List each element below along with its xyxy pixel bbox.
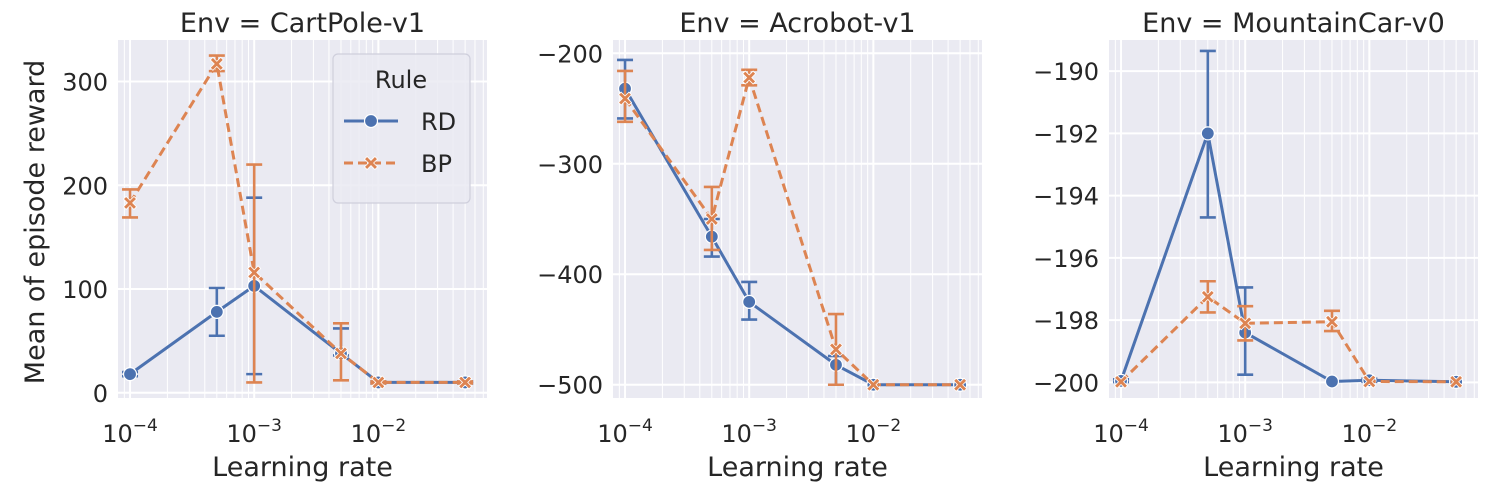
plot-area <box>1109 40 1478 398</box>
y-tick-label: −300 <box>537 151 603 179</box>
legend-marker-rd <box>363 113 379 129</box>
data-point-bp <box>617 91 633 106</box>
data-point-bp <box>333 346 349 361</box>
legend-label-bp: BP <box>421 150 452 178</box>
data-point-bp <box>209 56 224 71</box>
x-tick-label: 10−4 <box>597 416 653 448</box>
panel-title: Env = Acrobot-v1 <box>679 8 915 39</box>
x-axis-label: Learning rate <box>707 452 888 483</box>
y-tick-label: −190 <box>1033 58 1099 86</box>
y-tick-label: 0 <box>93 380 108 408</box>
series-line-bp <box>1119 295 1457 384</box>
chart-panel-3: Env = MountainCar-v0 −200 −198 −196 −194 −192… <box>1033 8 1478 483</box>
panel-title: Env = CartPole-v1 <box>180 8 425 39</box>
data-point-bp <box>1324 314 1340 329</box>
chart-panel-1: Env = CartPole-v1 0 100 200 300 10−4 10−3 10−2 L… <box>62 8 487 483</box>
data-point-bp <box>742 70 757 85</box>
y-tick-label: −200 <box>537 40 603 68</box>
data-point-bp <box>1113 374 1129 389</box>
y-tick-label: −192 <box>1033 120 1099 148</box>
data-point-bp <box>122 195 138 210</box>
data-point-bp <box>1449 374 1464 389</box>
data-point-bp <box>247 265 262 280</box>
legend: Rule RD BP <box>332 53 471 204</box>
y-tick-label: −194 <box>1033 183 1099 211</box>
x-tick-label: 10−3 <box>226 416 282 448</box>
y-tick-label: −198 <box>1033 307 1099 335</box>
data-point-bp <box>828 342 844 357</box>
data-point-rd <box>209 304 224 319</box>
y-tick-label: 200 <box>62 172 108 200</box>
y-axis-label: Mean of episode reward <box>20 60 51 384</box>
data-point-bp <box>1200 289 1215 304</box>
data-point-bp <box>704 211 719 227</box>
data-point-bp <box>458 375 473 390</box>
legend-label-rd: RD <box>421 108 456 136</box>
data-point-rd <box>122 367 138 382</box>
data-point-bp <box>1362 374 1377 389</box>
x-axis-label: Learning rate <box>1203 452 1384 483</box>
series-bp <box>617 68 968 392</box>
x-tick-label: 10−2 <box>846 416 902 448</box>
y-tick-label: 100 <box>62 276 108 304</box>
plot-area <box>613 40 982 398</box>
y-tick-label: −196 <box>1033 245 1099 273</box>
x-tick-label: 10−3 <box>721 416 777 448</box>
series-bp <box>1113 279 1464 389</box>
y-tick-label: −200 <box>1033 369 1099 397</box>
series-line-rd <box>129 284 466 384</box>
chart-panel-2: Env = Acrobot-v1 −500 −400 −300 −200 10−4 10−3… <box>537 8 982 483</box>
data-point-rd <box>742 294 757 309</box>
series-bp <box>122 54 474 390</box>
y-tick-label: −500 <box>537 372 603 400</box>
data-point-bp <box>866 377 881 392</box>
panel-title: Env = MountainCar-v0 <box>1142 8 1445 39</box>
x-tick-label: 10−2 <box>351 416 407 448</box>
legend-title: Rule <box>375 66 427 94</box>
data-point-rd <box>1200 126 1215 141</box>
x-tick-label: 10−2 <box>1342 416 1398 448</box>
x-tick-label: 10−3 <box>1217 416 1273 448</box>
x-axis-label: Learning rate <box>212 452 393 483</box>
data-point-bp <box>371 375 386 390</box>
series-line-bp <box>623 76 961 387</box>
data-point-bp <box>953 377 968 392</box>
y-tick-label: 300 <box>62 69 108 97</box>
series-line-bp <box>128 62 466 384</box>
data-point-bp <box>1238 316 1253 331</box>
data-point-rd <box>1324 374 1340 389</box>
x-tick-label: 10−4 <box>1093 416 1149 448</box>
legend-marker-bp <box>363 155 379 171</box>
y-tick-label: −400 <box>537 261 603 289</box>
x-tick-label: 10−4 <box>102 416 158 448</box>
